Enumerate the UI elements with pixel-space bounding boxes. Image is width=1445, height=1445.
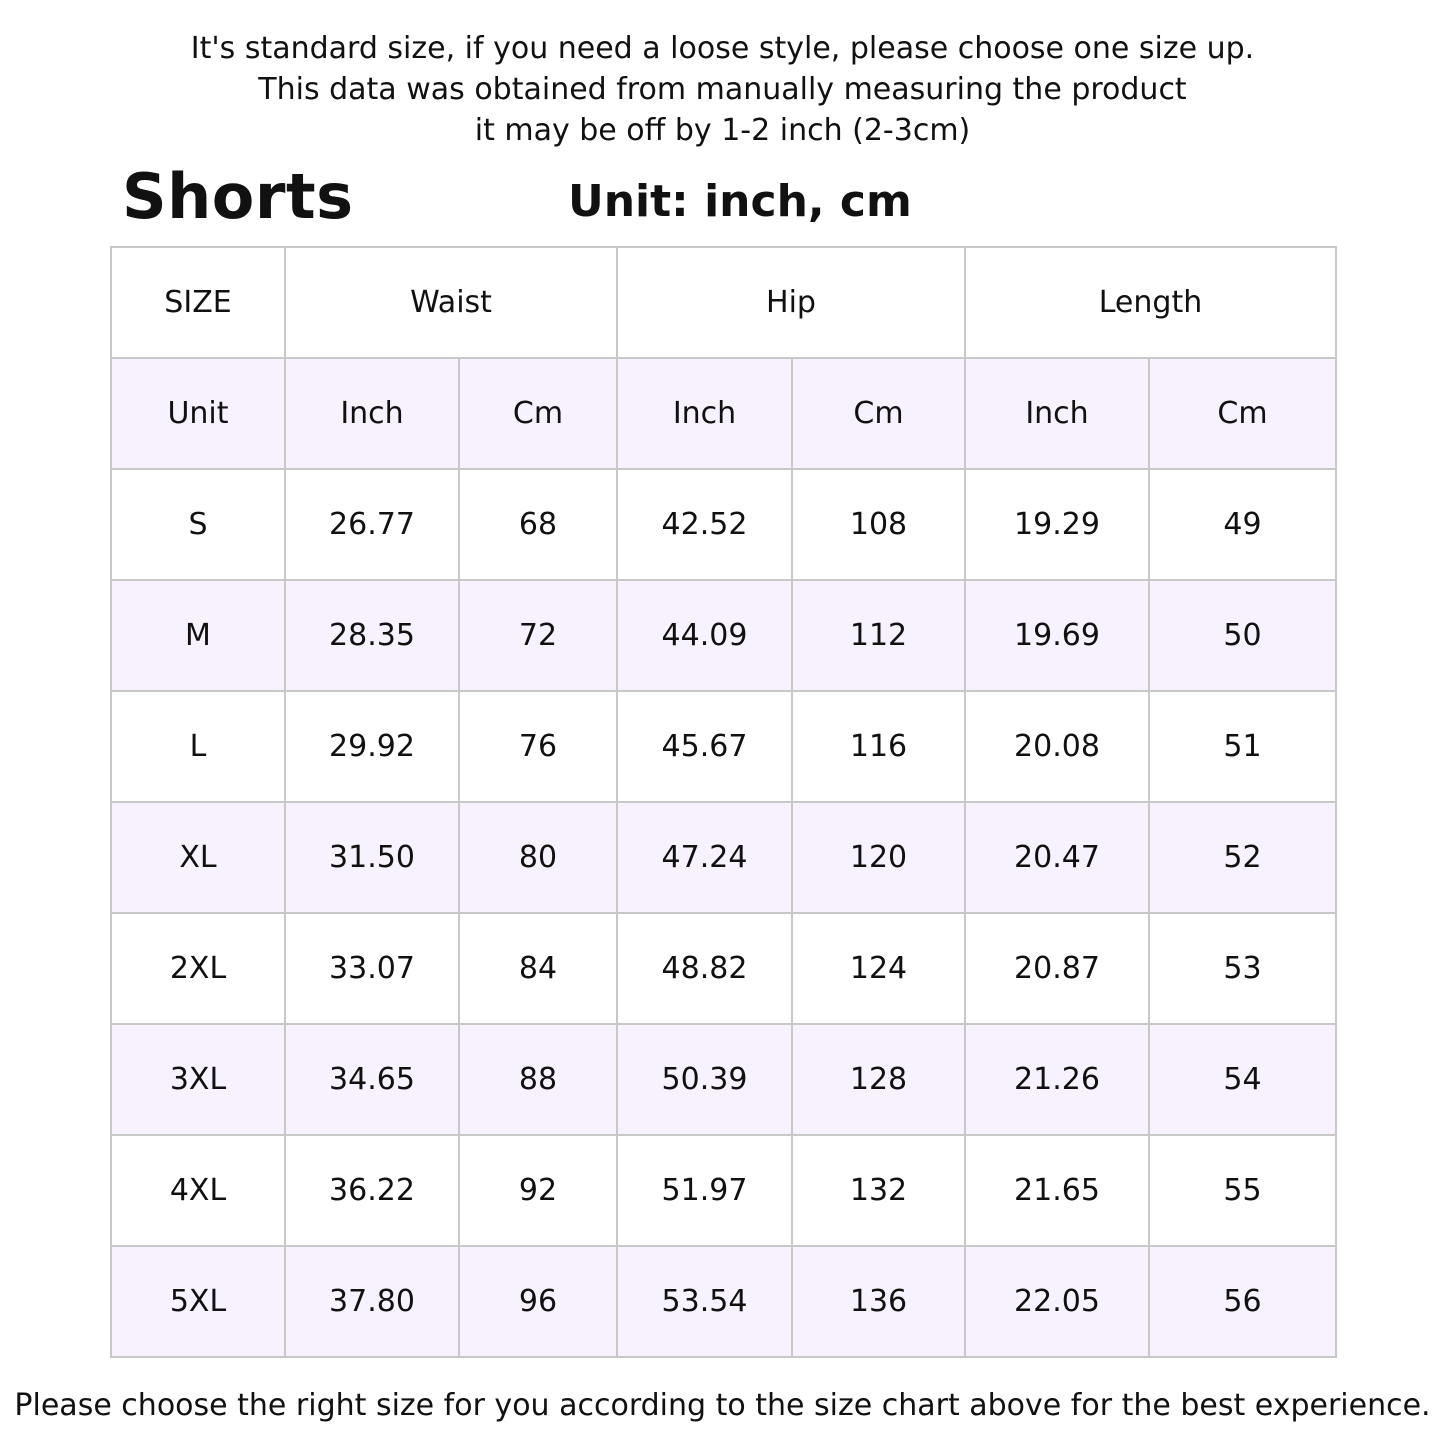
- value-cell: 84: [458, 912, 618, 1025]
- value-cell: 22.05: [964, 1245, 1150, 1358]
- value-cell: 136: [791, 1245, 966, 1358]
- value-cell: 19.29: [964, 468, 1150, 581]
- value-cell: 68: [458, 468, 618, 581]
- unit-label: Unit: inch, cm: [568, 176, 912, 227]
- unit-cell: Inch: [616, 357, 793, 470]
- value-cell: 37.80: [284, 1245, 460, 1358]
- value-cell: 112: [791, 579, 966, 692]
- unit-cell: Cm: [1148, 357, 1337, 470]
- value-cell: 33.07: [284, 912, 460, 1025]
- value-cell: 20.87: [964, 912, 1150, 1025]
- table-row: 5XL 37.80 96 53.54 136 22.05 56: [110, 1245, 1337, 1358]
- value-cell: 76: [458, 690, 618, 803]
- value-cell: 19.69: [964, 579, 1150, 692]
- value-cell: 53: [1148, 912, 1337, 1025]
- table-row: M 28.35 72 44.09 112 19.69 50: [110, 579, 1337, 692]
- value-cell: 92: [458, 1134, 618, 1247]
- value-cell: 49: [1148, 468, 1337, 581]
- value-cell: 116: [791, 690, 966, 803]
- note-line: it may be off by 1-2 inch (2-3cm): [474, 113, 971, 148]
- size-cell: 2XL: [110, 912, 286, 1025]
- size-cell: M: [110, 579, 286, 692]
- unit-cell: Cm: [458, 357, 618, 470]
- value-cell: 26.77: [284, 468, 460, 581]
- header-cell: Waist: [284, 246, 618, 359]
- value-cell: 55: [1148, 1134, 1337, 1247]
- value-cell: 45.67: [616, 690, 793, 803]
- value-cell: 51.97: [616, 1134, 793, 1247]
- table-row: 2XL 33.07 84 48.82 124 20.87 53: [110, 912, 1337, 1025]
- value-cell: 44.09: [616, 579, 793, 692]
- size-cell: 3XL: [110, 1023, 286, 1136]
- value-cell: 50: [1148, 579, 1337, 692]
- value-cell: 72: [458, 579, 618, 692]
- size-cell: S: [110, 468, 286, 581]
- table-row: L 29.92 76 45.67 116 20.08 51: [110, 690, 1337, 803]
- value-cell: 47.24: [616, 801, 793, 914]
- value-cell: 88: [458, 1023, 618, 1136]
- header-cell: Length: [964, 246, 1337, 359]
- value-cell: 132: [791, 1134, 966, 1247]
- value-cell: 31.50: [284, 801, 460, 914]
- value-cell: 120: [791, 801, 966, 914]
- size-cell: XL: [110, 801, 286, 914]
- value-cell: 21.65: [964, 1134, 1150, 1247]
- value-cell: 50.39: [616, 1023, 793, 1136]
- unit-cell: Inch: [964, 357, 1150, 470]
- header-row: SIZE Waist Hip Length: [110, 246, 1337, 359]
- value-cell: 56: [1148, 1245, 1337, 1358]
- unit-cell: Inch: [284, 357, 460, 470]
- unit-row: Unit Inch Cm Inch Cm Inch Cm: [110, 357, 1337, 470]
- note-line: It's standard size, if you need a loose …: [190, 31, 1255, 66]
- value-cell: 34.65: [284, 1023, 460, 1136]
- size-notes: It's standard size, if you need a loose …: [0, 28, 1445, 151]
- size-cell: 4XL: [110, 1134, 286, 1247]
- value-cell: 42.52: [616, 468, 793, 581]
- note-line: This data was obtained from manually mea…: [258, 72, 1187, 107]
- value-cell: 96: [458, 1245, 618, 1358]
- table-row: 4XL 36.22 92 51.97 132 21.65 55: [110, 1134, 1337, 1247]
- size-cell: L: [110, 690, 286, 803]
- footer-note: Please choose the right size for you acc…: [14, 1388, 1431, 1423]
- table-row: 3XL 34.65 88 50.39 128 21.26 54: [110, 1023, 1337, 1136]
- header-cell: Hip: [616, 246, 966, 359]
- unit-cell: Cm: [791, 357, 966, 470]
- value-cell: 54: [1148, 1023, 1337, 1136]
- value-cell: 36.22: [284, 1134, 460, 1247]
- value-cell: 52: [1148, 801, 1337, 914]
- size-chart-table: SIZE Waist Hip Length Unit Inch Cm Inch …: [110, 246, 1337, 1358]
- value-cell: 29.92: [284, 690, 460, 803]
- value-cell: 20.08: [964, 690, 1150, 803]
- value-cell: 51: [1148, 690, 1337, 803]
- value-cell: 28.35: [284, 579, 460, 692]
- unit-cell: Unit: [110, 357, 286, 470]
- value-cell: 21.26: [964, 1023, 1150, 1136]
- value-cell: 128: [791, 1023, 966, 1136]
- page-title: Shorts: [122, 160, 354, 233]
- value-cell: 124: [791, 912, 966, 1025]
- value-cell: 53.54: [616, 1245, 793, 1358]
- value-cell: 48.82: [616, 912, 793, 1025]
- table-row: XL 31.50 80 47.24 120 20.47 52: [110, 801, 1337, 914]
- header-cell: SIZE: [110, 246, 286, 359]
- value-cell: 20.47: [964, 801, 1150, 914]
- size-cell: 5XL: [110, 1245, 286, 1358]
- value-cell: 108: [791, 468, 966, 581]
- table-row: S 26.77 68 42.52 108 19.29 49: [110, 468, 1337, 581]
- value-cell: 80: [458, 801, 618, 914]
